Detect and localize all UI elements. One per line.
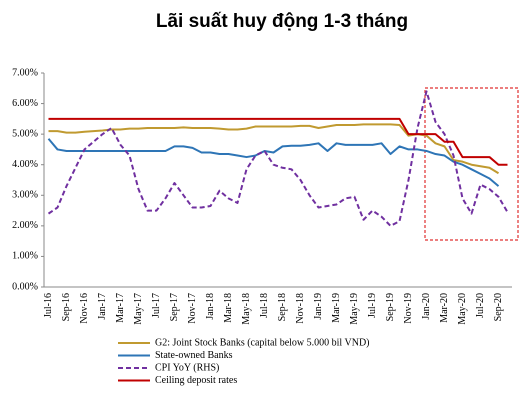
chart-title: Lãi suất huy động 1-3 tháng (156, 11, 408, 32)
x-tick-label: May-20 (457, 293, 468, 325)
x-tick-label: Jul-18 (259, 293, 270, 318)
x-tick-label: May-18 (241, 293, 252, 325)
x-tick-label: Jan-20 (421, 293, 432, 320)
x-tick-label: May-19 (349, 293, 360, 325)
x-tick-label: Nov-18 (295, 293, 306, 324)
series-line (47, 138, 500, 187)
x-tick-label: Sep-18 (277, 293, 288, 321)
highlight-box (424, 87, 519, 241)
legend-label: Ceiling deposit rates (155, 375, 237, 386)
legend-label: CPI YoY (RHS) (155, 362, 219, 373)
series-line (48, 117, 508, 166)
y-tick-label: 2.00% (12, 220, 38, 231)
x-tick-label: Mar-20 (439, 293, 450, 323)
y-tick-label: 5.00% (12, 128, 38, 139)
y-tick-label: 4.00% (12, 159, 38, 170)
x-tick-label: Sep-17 (169, 293, 180, 321)
y-tick-label: 0.00% (12, 281, 38, 292)
x-tick-label: Mar-18 (223, 293, 234, 323)
x-tick-label: Jul-16 (43, 293, 54, 318)
x-tick-label: Sep-16 (61, 293, 72, 321)
x-tick-label: Mar-19 (331, 293, 342, 323)
x-tick-label: Jul-20 (475, 293, 486, 318)
legend-label: State-owned Banks (155, 350, 233, 361)
x-tick-label: Nov-17 (187, 293, 198, 324)
x-tick-label: Jul-19 (367, 293, 378, 318)
y-tick-label: 7.00% (12, 67, 38, 78)
x-tick-label: Mar-17 (115, 293, 126, 323)
x-tick-label: Jan-17 (97, 293, 108, 320)
x-tick-label: Nov-19 (403, 293, 414, 324)
y-tick-label: 1.00% (12, 251, 38, 262)
x-tick-label: May-17 (133, 293, 144, 325)
y-tick-label: 3.00% (12, 190, 38, 201)
x-tick-label: Jul-17 (151, 293, 162, 318)
x-tick-label: Sep-19 (385, 293, 396, 321)
series-line (47, 90, 509, 227)
series-line (48, 123, 500, 175)
x-tick-label: Sep-20 (493, 293, 504, 321)
x-tick-label: Nov-16 (79, 293, 90, 324)
y-tick-label: 6.00% (12, 98, 38, 109)
x-tick-label: Jan-18 (205, 293, 216, 320)
x-tick-label: Jan-19 (313, 293, 324, 320)
legend-label: G2: Joint Stock Banks (capital below 5.0… (155, 337, 370, 348)
